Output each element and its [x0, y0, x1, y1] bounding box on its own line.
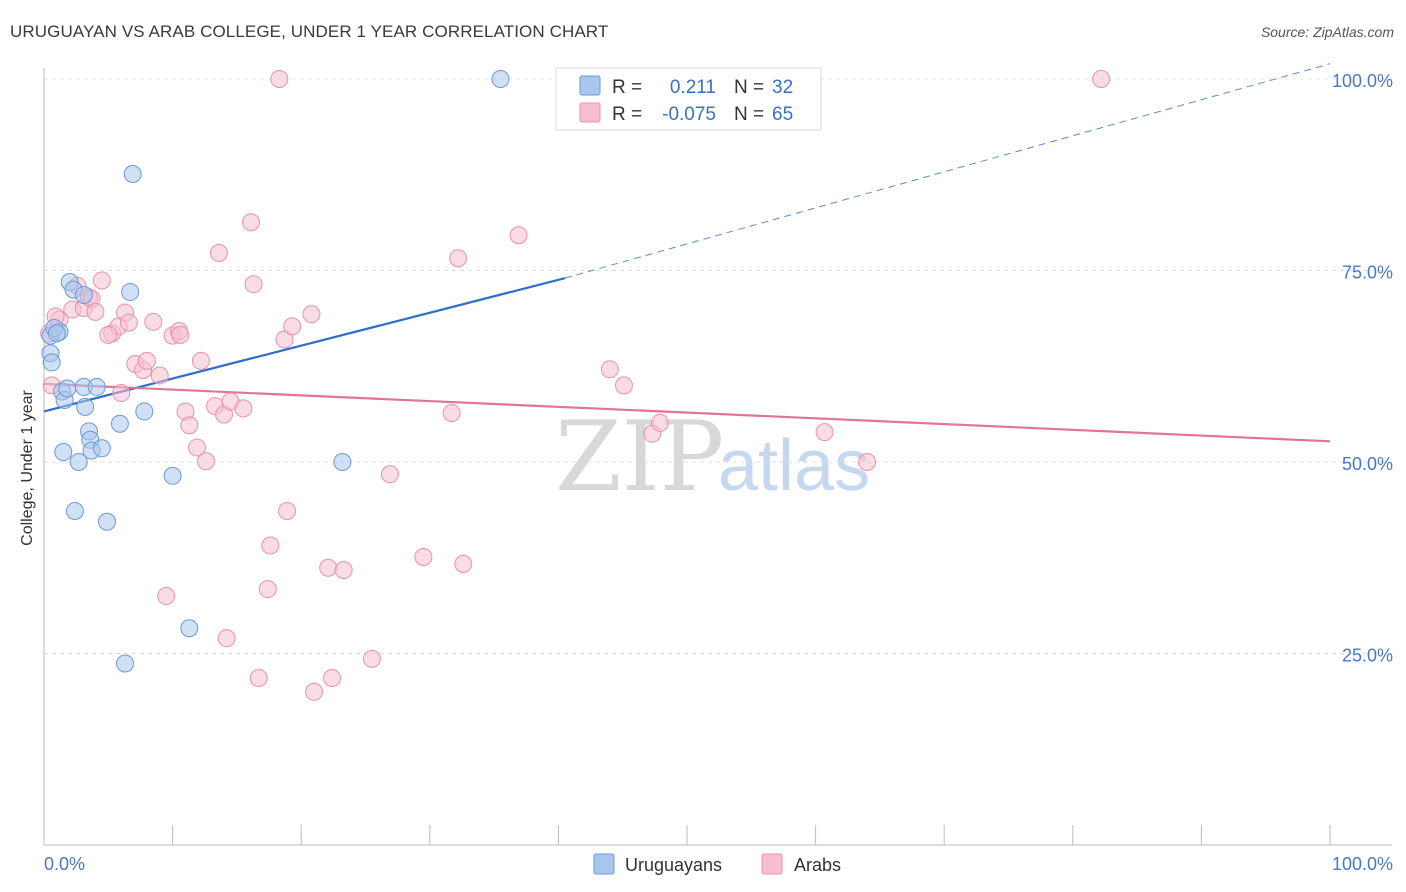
- stats-r-label-uruguayans: R =: [612, 77, 642, 98]
- point-arabs-50: [380, 465, 399, 484]
- stats-n-label-uruguayans: N =: [734, 77, 764, 98]
- point-uruguayans-20: [98, 512, 117, 531]
- point-uruguayans-7: [58, 379, 77, 398]
- point-arabs-46: [319, 558, 338, 577]
- point-uruguayans-11: [69, 453, 88, 471]
- trend-line-uruguayans: [43, 277, 566, 413]
- point-uruguayans-22: [116, 654, 135, 673]
- point-uruguayans-27: [180, 619, 199, 638]
- point-arabs-60: [815, 423, 834, 442]
- point-arabs-12: [112, 384, 131, 403]
- trend-lines: [43, 63, 1331, 443]
- legend-label-arabs: Arabs: [794, 855, 841, 875]
- point-arabs-48: [334, 561, 353, 580]
- point-arabs-25: [180, 416, 199, 435]
- point-arabs-64: [99, 325, 118, 344]
- x-tick-label-min: 0.0%: [44, 854, 85, 874]
- point-uruguayans-19: [92, 439, 111, 458]
- stats-n-label-arabs: N =: [734, 104, 764, 125]
- trend-extension-uruguayans: [564, 63, 1331, 279]
- point-arabs-43: [283, 317, 302, 336]
- point-arabs-32: [217, 629, 236, 648]
- point-arabs-28: [197, 452, 216, 471]
- legend: Uruguayans Arabs: [593, 853, 841, 875]
- point-uruguayans-5: [54, 443, 73, 462]
- point-uruguayans-18: [87, 377, 106, 396]
- y-tick-label-50: 50.0%: [1342, 454, 1393, 474]
- stats-r-value-uruguayans: 0.211: [670, 77, 716, 98]
- watermark-atlas: atlas: [718, 426, 870, 506]
- axes: [43, 68, 1392, 846]
- gridlines: [44, 78, 1392, 654]
- point-arabs-49: [362, 649, 381, 668]
- stats-box: R = 0.211 N = 32 R = -0.075 N = 65: [555, 67, 822, 131]
- point-arabs-56: [600, 360, 619, 379]
- point-arabs-45: [305, 682, 324, 701]
- point-arabs-61: [858, 453, 877, 471]
- point-uruguayans-29: [491, 70, 510, 88]
- point-arabs-62: [1092, 70, 1111, 88]
- point-arabs-8: [86, 302, 105, 321]
- source-credit: Source: ZipAtlas.com: [1260, 24, 1394, 40]
- data-points: [40, 70, 1111, 701]
- point-arabs-27: [191, 351, 210, 370]
- stats-n-value-arabs: 65: [772, 104, 793, 125]
- point-arabs-26: [188, 438, 207, 457]
- point-arabs-47: [323, 669, 342, 688]
- point-uruguayans-12: [74, 286, 93, 305]
- stats-swatch-arabs: [579, 102, 601, 123]
- y-tick-label-25: 25.0%: [1342, 646, 1393, 666]
- point-arabs-51: [414, 547, 433, 566]
- watermark-zip: ZIP: [555, 401, 724, 513]
- point-uruguayans-28: [333, 453, 352, 471]
- x-tick-label-max: 100.0%: [1332, 854, 1393, 874]
- point-arabs-54: [454, 554, 473, 573]
- point-arabs-36: [244, 275, 263, 294]
- legend-swatch-arabs: [761, 853, 783, 875]
- point-uruguayans-25: [135, 402, 154, 421]
- point-uruguayans-26: [163, 466, 182, 485]
- point-uruguayans-10: [65, 502, 84, 521]
- legend-swatch-uruguayans: [593, 853, 615, 875]
- point-arabs-42: [278, 502, 297, 521]
- point-uruguayans-24: [123, 164, 142, 183]
- point-arabs-38: [258, 580, 277, 599]
- chart-title: URUGUAYAN VS ARAB COLLEGE, UNDER 1 YEAR …: [10, 22, 609, 41]
- stats-swatch-uruguayans: [579, 75, 601, 96]
- point-arabs-30: [209, 243, 228, 262]
- point-uruguayans-23: [121, 282, 140, 301]
- stats-r-label-arabs: R =: [612, 104, 642, 125]
- point-uruguayans-14: [76, 397, 95, 416]
- point-uruguayans-31: [47, 324, 66, 343]
- point-uruguayans-2: [42, 353, 61, 372]
- point-arabs-19: [150, 366, 169, 385]
- y-tick-labels: 25.0% 50.0% 75.0% 100.0%: [1332, 71, 1393, 666]
- point-arabs-44: [302, 305, 321, 324]
- legend-label-uruguayans: Uruguayans: [625, 855, 722, 875]
- point-arabs-57: [614, 376, 633, 395]
- point-arabs-35: [242, 213, 261, 232]
- point-arabs-37: [249, 669, 268, 688]
- point-arabs-53: [449, 249, 468, 268]
- point-arabs-52: [442, 403, 461, 422]
- stats-n-value-uruguayans: 32: [772, 77, 793, 98]
- point-arabs-40: [270, 70, 289, 88]
- point-arabs-55: [509, 226, 528, 245]
- point-arabs-34: [234, 399, 253, 418]
- point-arabs-9: [92, 271, 111, 290]
- point-arabs-14: [119, 313, 138, 332]
- point-arabs-20: [157, 587, 176, 606]
- y-tick-label-100: 100.0%: [1332, 71, 1393, 91]
- stats-r-value-arabs: -0.075: [662, 104, 716, 125]
- point-uruguayans-21: [110, 414, 129, 433]
- point-arabs-59: [650, 413, 669, 432]
- trend-line-arabs: [43, 382, 1331, 443]
- point-arabs-17: [137, 351, 156, 370]
- y-tick-label-75: 75.0%: [1342, 263, 1393, 283]
- point-arabs-23: [171, 325, 190, 344]
- point-arabs-18: [144, 312, 163, 331]
- point-arabs-39: [261, 536, 280, 555]
